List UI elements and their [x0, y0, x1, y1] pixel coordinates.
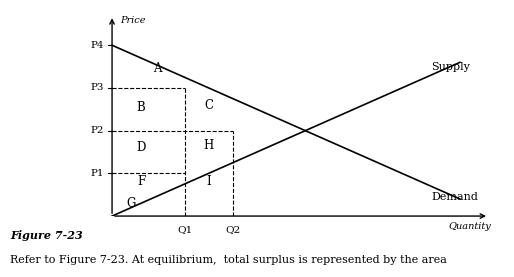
Text: Demand: Demand [431, 192, 478, 202]
Text: Q2: Q2 [225, 225, 241, 234]
Text: G: G [126, 197, 136, 210]
Text: P1: P1 [91, 169, 104, 178]
Text: Quantity: Quantity [448, 222, 491, 232]
Text: Q1: Q1 [177, 225, 192, 234]
Text: D: D [136, 141, 146, 154]
Text: Refer to Figure 7-23. At equilibrium,  total surplus is represented by the area: Refer to Figure 7-23. At equilibrium, to… [10, 255, 447, 265]
Text: Figure 7-23: Figure 7-23 [10, 230, 83, 241]
Text: H: H [204, 139, 214, 152]
Text: A: A [153, 62, 162, 75]
Text: P2: P2 [91, 126, 104, 135]
Text: C: C [204, 99, 213, 112]
Text: I: I [206, 175, 211, 188]
Text: P3: P3 [91, 83, 104, 93]
Text: Price: Price [120, 16, 145, 25]
Text: B: B [137, 101, 145, 114]
Text: P4: P4 [91, 41, 104, 50]
Text: F: F [137, 175, 145, 188]
Text: Supply: Supply [431, 61, 470, 71]
